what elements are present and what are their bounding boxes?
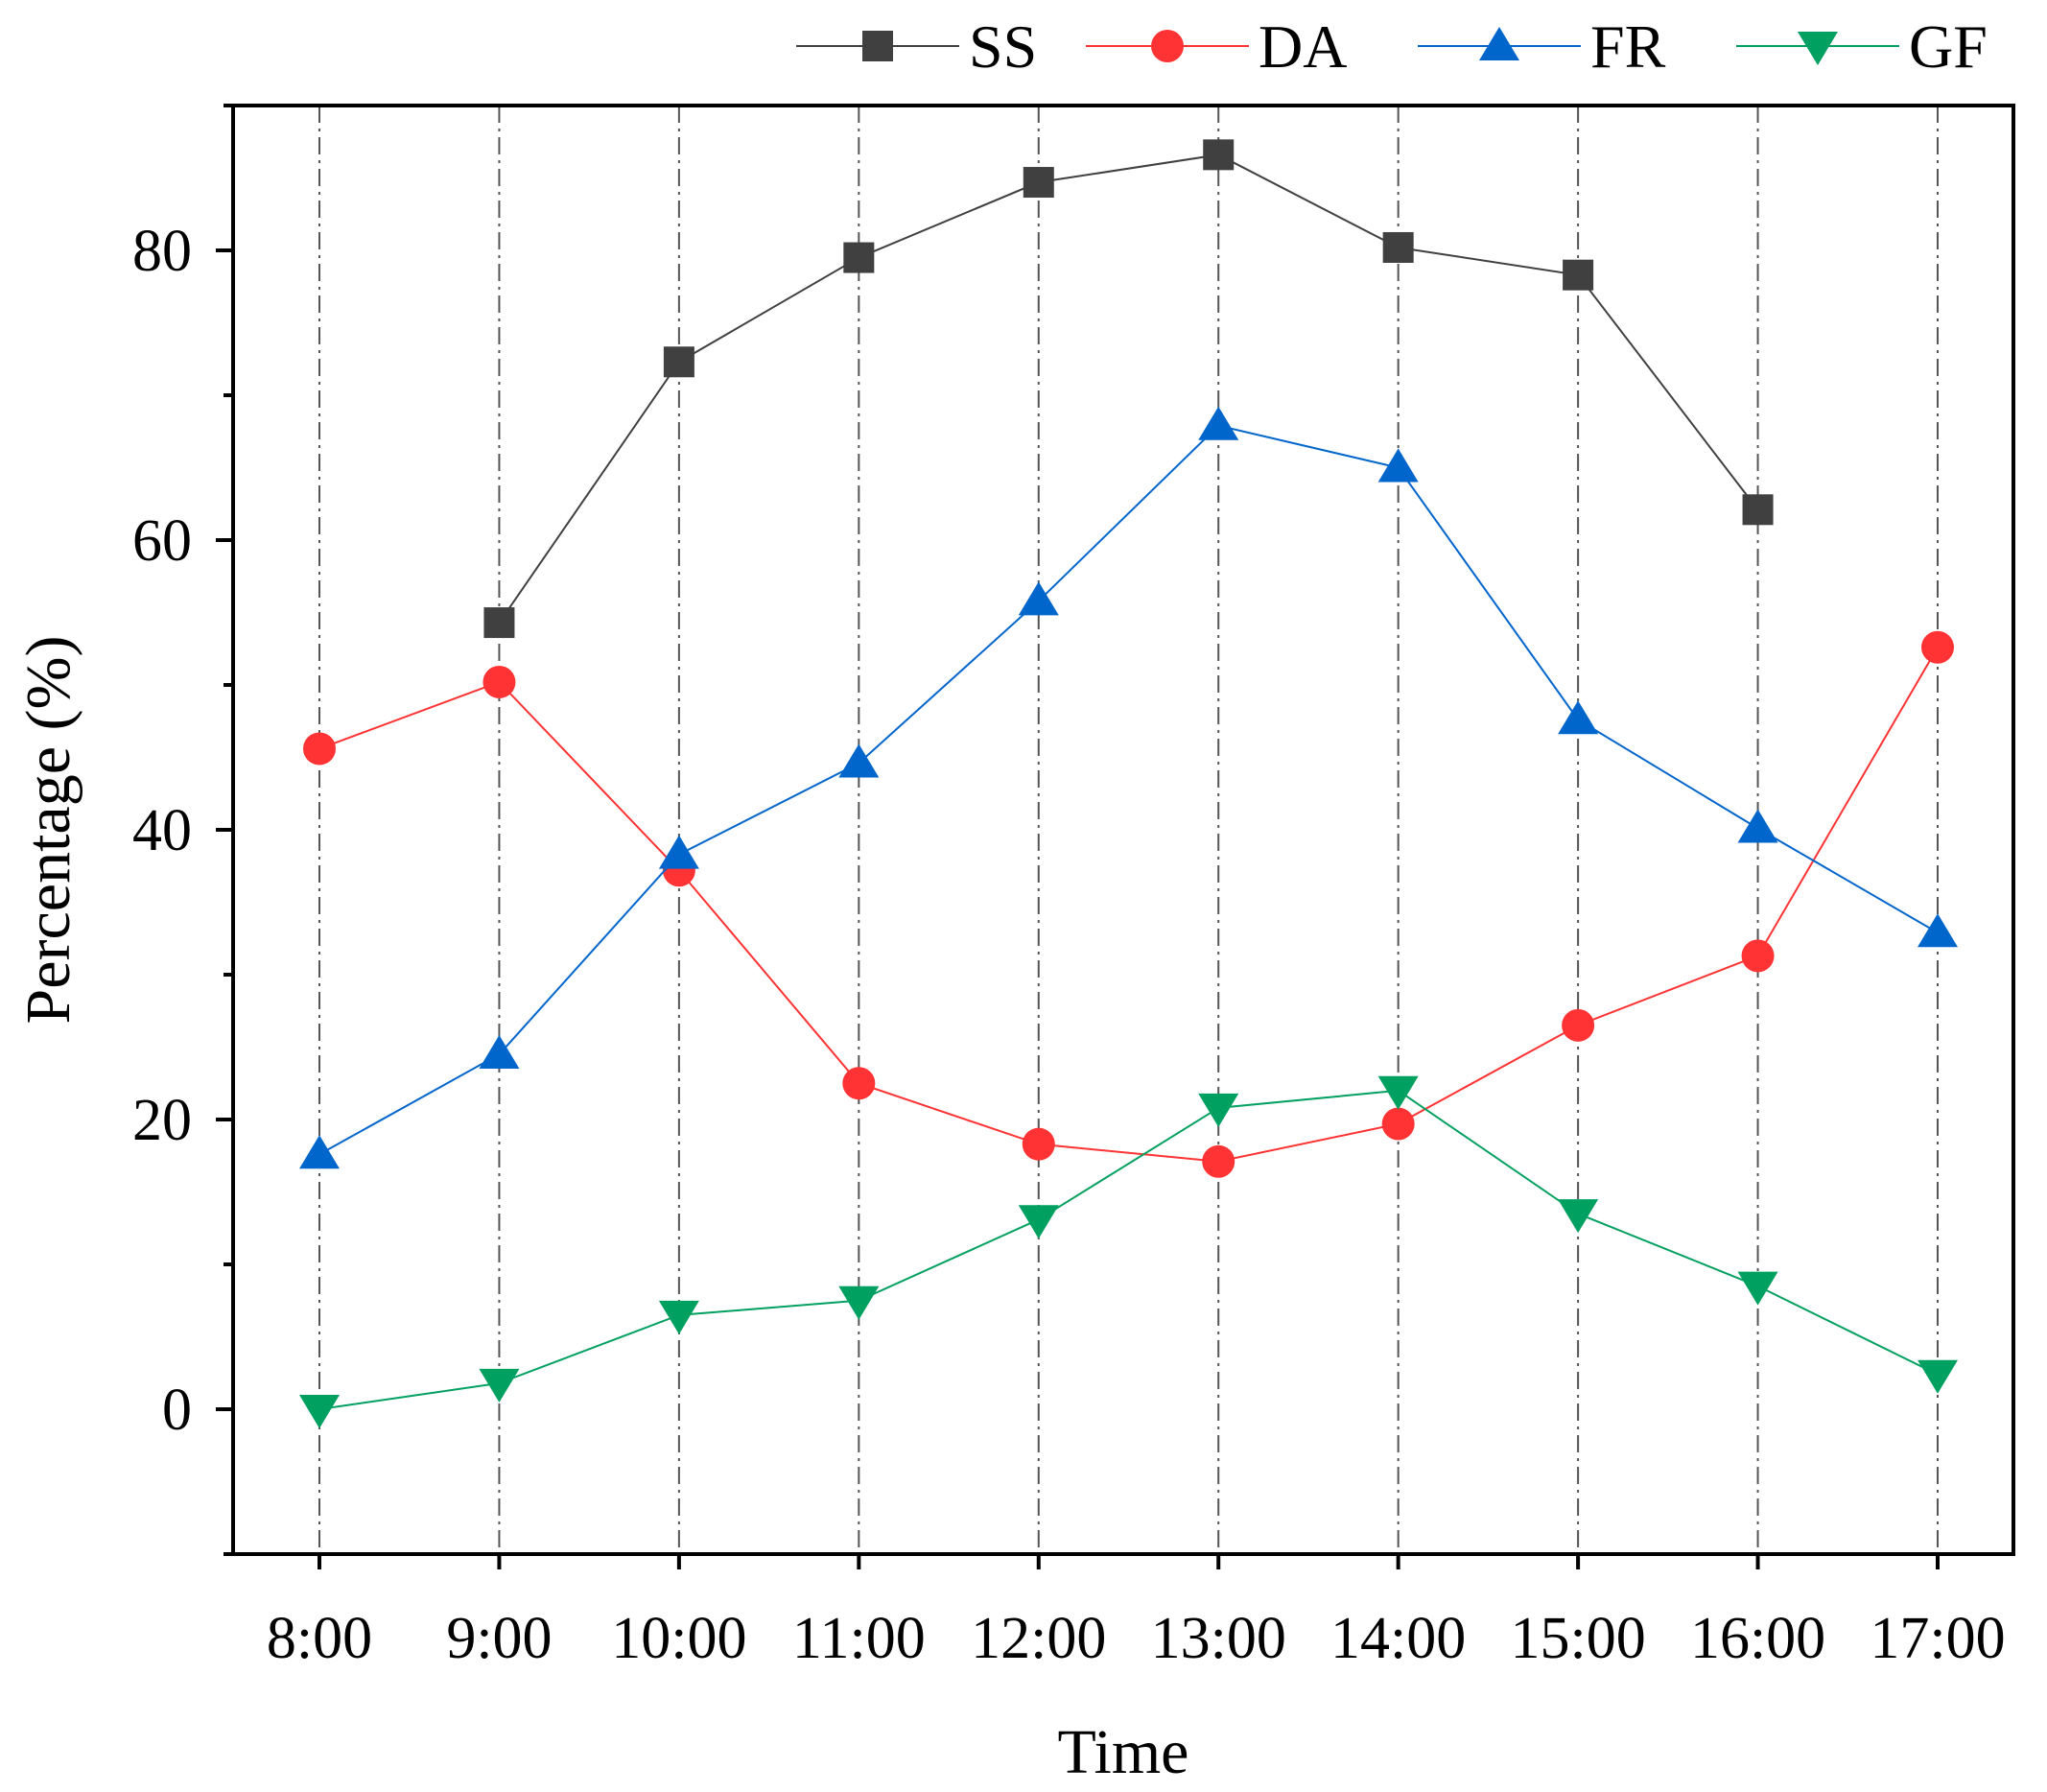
point-FR-11:00: [838, 743, 880, 778]
x-tick-label: 8:00: [267, 1606, 372, 1671]
x-tick-label: 17:00: [1870, 1606, 2005, 1671]
point-FR-12:00: [1018, 581, 1059, 616]
legend: SS DA FR GF: [796, 12, 1988, 81]
point-DA-15:00: [1562, 1008, 1595, 1042]
point-SS-15:00: [1563, 259, 1594, 291]
point-GF-15:00: [1558, 1199, 1599, 1234]
legend-label-DA: DA: [1259, 12, 1347, 81]
point-DA-12:00: [1022, 1127, 1055, 1161]
x-tick-label: 10:00: [611, 1606, 746, 1671]
legend-marker-FR: [1479, 27, 1519, 60]
point-FR-9:00: [479, 1035, 520, 1070]
legend-marker-DA: [1151, 30, 1184, 62]
point-FR-14:00: [1377, 448, 1419, 483]
point-DA-13:00: [1202, 1144, 1235, 1178]
point-SS-10:00: [663, 346, 694, 378]
series-line-GF: [318, 1089, 1939, 1410]
x-tick-label: 12:00: [971, 1606, 1106, 1671]
legend-item-DA: DA: [1086, 12, 1347, 81]
x-tick-label: 15:00: [1510, 1606, 1645, 1671]
point-SS-11:00: [843, 242, 875, 273]
x-tick-label: 16:00: [1690, 1606, 1825, 1671]
legend-marker-SS: [862, 31, 893, 61]
y-tick-label: 40: [132, 798, 192, 863]
series-DA: [303, 630, 1954, 1178]
grid-lines: [318, 106, 1939, 1554]
point-SS-16:00: [1742, 494, 1774, 526]
point-FR-13:00: [1198, 406, 1239, 440]
point-FR-16:00: [1737, 809, 1778, 843]
series-SS: [483, 139, 1774, 639]
x-tick-label: 11:00: [792, 1606, 926, 1671]
point-DA-9:00: [482, 665, 516, 698]
point-GF-10:00: [658, 1300, 699, 1334]
series-line-SS: [498, 153, 1759, 624]
y-tick-label: 0: [162, 1378, 192, 1443]
point-DA-17:00: [1921, 630, 1954, 664]
point-GF-9:00: [479, 1368, 520, 1403]
point-GF-13:00: [1198, 1093, 1239, 1127]
point-DA-11:00: [842, 1067, 876, 1100]
y-tick-label: 80: [132, 219, 192, 284]
series-line-FR: [318, 424, 1939, 1156]
series-FR: [299, 406, 1958, 1169]
point-GF-11:00: [838, 1285, 880, 1320]
point-FR-8:00: [299, 1135, 340, 1169]
y-tick-label: 60: [132, 508, 192, 574]
point-GF-8:00: [299, 1395, 340, 1428]
point-DA-16:00: [1741, 939, 1775, 973]
x-axis-title: Time: [1058, 1717, 1189, 1787]
y-axis-title: Percentage (%): [13, 636, 83, 1025]
legend-marker-GF: [1798, 32, 1838, 65]
x-tick-label: 13:00: [1151, 1606, 1286, 1671]
legend-item-GF: GF: [1736, 12, 1988, 81]
point-SS-12:00: [1023, 167, 1054, 199]
point-FR-10:00: [658, 835, 699, 869]
legend-label-FR: FR: [1590, 12, 1666, 81]
point-GF-16:00: [1737, 1271, 1778, 1306]
point-DA-14:00: [1381, 1107, 1415, 1141]
point-SS-9:00: [483, 607, 515, 639]
point-SS-14:00: [1382, 231, 1414, 263]
legend-label-GF: GF: [1909, 12, 1988, 81]
legend-label-SS: SS: [969, 12, 1037, 81]
legend-item-SS: SS: [796, 12, 1037, 81]
point-FR-17:00: [1918, 913, 1958, 948]
point-GF-14:00: [1377, 1075, 1419, 1110]
x-tick-label: 9:00: [446, 1606, 552, 1671]
point-GF-12:00: [1018, 1205, 1059, 1239]
point-DA-8:00: [303, 732, 336, 766]
point-SS-13:00: [1203, 139, 1235, 171]
legend-item-FR: FR: [1418, 12, 1666, 81]
axes: 8:00 9:00 10:00 11:00 12:00 13:00 14:00 15:00 16…: [132, 104, 2006, 1671]
series-GF: [299, 1075, 1958, 1428]
point-GF-17:00: [1918, 1359, 1958, 1394]
y-tick-label: 20: [132, 1088, 192, 1153]
series-layer: [299, 139, 1958, 1428]
x-tick-label: 14:00: [1330, 1606, 1466, 1671]
series-line-DA: [318, 647, 1939, 1163]
point-FR-15:00: [1558, 700, 1599, 735]
